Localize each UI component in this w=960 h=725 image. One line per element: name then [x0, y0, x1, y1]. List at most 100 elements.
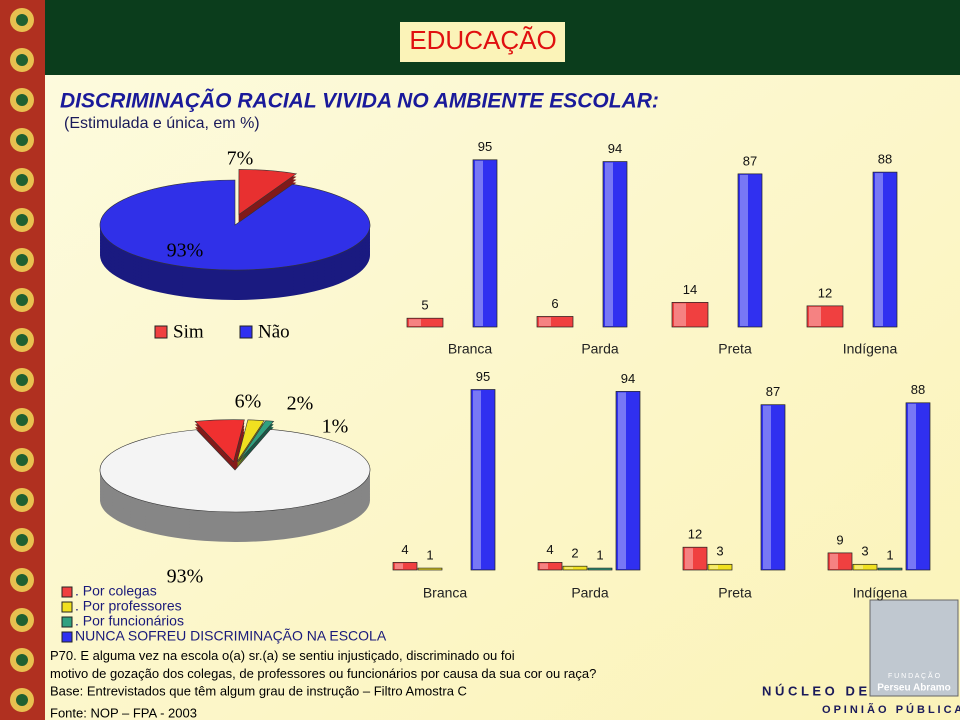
data-label: 1 [596, 548, 603, 563]
subtitle: (Estimulada e única, em %) [64, 115, 260, 132]
legend-label: NUNCA SOFREU DISCRIMINAÇÃO NA ESCOLA [75, 628, 387, 644]
bar [392, 562, 418, 571]
bar-highlight [473, 390, 481, 569]
category-label: Branca [448, 341, 493, 357]
pie-label: 7% [227, 148, 254, 170]
data-label: 5 [421, 298, 428, 313]
bar-highlight [618, 392, 626, 569]
bar-highlight [855, 565, 863, 569]
data-label: 14 [683, 282, 697, 297]
data-label: 1 [886, 548, 893, 563]
bar [406, 317, 444, 328]
bar-highlight [908, 403, 916, 569]
data-label: 9 [836, 532, 843, 547]
bar [852, 563, 878, 571]
section-title: EDUCAÇÃO [409, 25, 556, 55]
legend-label: Não [258, 321, 290, 342]
pie-label: 2% [287, 393, 314, 415]
bar-highlight [540, 563, 548, 569]
bar [536, 316, 574, 328]
section-box [400, 22, 565, 62]
category-label: Indígena [853, 585, 908, 601]
category-label: Branca [423, 585, 468, 601]
bar [682, 546, 708, 571]
data-label: 3 [716, 544, 723, 559]
bar [707, 563, 733, 571]
data-label: 94 [608, 141, 622, 156]
legend-label: . Por colegas [75, 583, 157, 599]
source: Fonte: NOP – FPA - 2003 [50, 705, 197, 720]
bar [472, 159, 498, 328]
data-label: 95 [476, 369, 490, 384]
legend-swatch [61, 616, 73, 628]
bar-highlight [685, 548, 693, 569]
decorative-strip [0, 0, 45, 720]
bar-highlight [809, 306, 821, 326]
data-label: 12 [818, 285, 832, 300]
legend-swatch [61, 631, 73, 643]
data-label: 4 [401, 542, 408, 557]
bar [872, 171, 898, 328]
bar [877, 567, 903, 571]
base: Base: Entrevistados que têm algum grau d… [50, 683, 467, 698]
bar-highlight [409, 319, 421, 326]
bar [671, 302, 709, 328]
pie-slice [238, 169, 298, 216]
category-label: Parda [581, 341, 619, 357]
data-label: 88 [911, 382, 925, 397]
bar [737, 173, 763, 328]
bar [602, 161, 628, 328]
legend-label: Sim [173, 321, 204, 342]
category-label: Indígena [843, 341, 898, 357]
data-label: 12 [688, 527, 702, 542]
bar [806, 305, 844, 328]
data-label: 1 [426, 548, 433, 563]
legend-swatch [239, 325, 253, 339]
bar-highlight [605, 162, 613, 326]
pie-slice [99, 429, 371, 513]
legend-label: . Por professores [75, 598, 182, 614]
data-label: 87 [743, 153, 757, 168]
data-label: 87 [766, 384, 780, 399]
bar [562, 565, 588, 571]
bar [905, 402, 931, 571]
logo-org1: F U N D A Ç Ã O [888, 671, 941, 680]
pie-label: 93% [167, 566, 204, 588]
bar [827, 552, 853, 571]
pie-label: 1% [322, 416, 349, 438]
bar-highlight [475, 160, 483, 326]
title: DISCRIMINAÇÃO RACIAL VIVIDA NO AMBIENTE … [60, 90, 659, 113]
legend-swatch [61, 601, 73, 613]
legend-swatch [154, 325, 168, 339]
data-label: 3 [861, 544, 868, 559]
pie-slice [194, 419, 245, 463]
legend-label: . Por funcionários [75, 613, 184, 629]
pie-label: 6% [235, 391, 262, 413]
category-label: Preta [718, 585, 752, 601]
logo-org2: Perseu Abramo [877, 683, 951, 694]
logo-line1: N Ú C L E O D E [762, 683, 868, 698]
data-label: 4 [546, 542, 553, 557]
bar [470, 389, 496, 571]
bar [587, 567, 613, 571]
bar [537, 562, 563, 571]
bar-highlight [565, 567, 573, 569]
pie-slice [238, 420, 275, 463]
bar-highlight [395, 563, 403, 569]
question-line: P70. E alguma vez na escola o(a) sr.(a) … [50, 648, 596, 681]
bar-highlight [763, 405, 771, 569]
category-label: Parda [571, 585, 609, 601]
logo-line2: O P I N I Ã O P Ú B L I C A [822, 703, 960, 716]
bar-highlight [710, 565, 718, 569]
bar-highlight [674, 303, 686, 326]
data-label: 2 [571, 546, 578, 561]
pie-label: 93% [167, 240, 204, 262]
legend-swatch [61, 586, 73, 598]
bar-highlight [875, 173, 883, 326]
bar [615, 391, 641, 571]
pie-slice [99, 179, 371, 271]
pie-slice-side [238, 423, 274, 465]
